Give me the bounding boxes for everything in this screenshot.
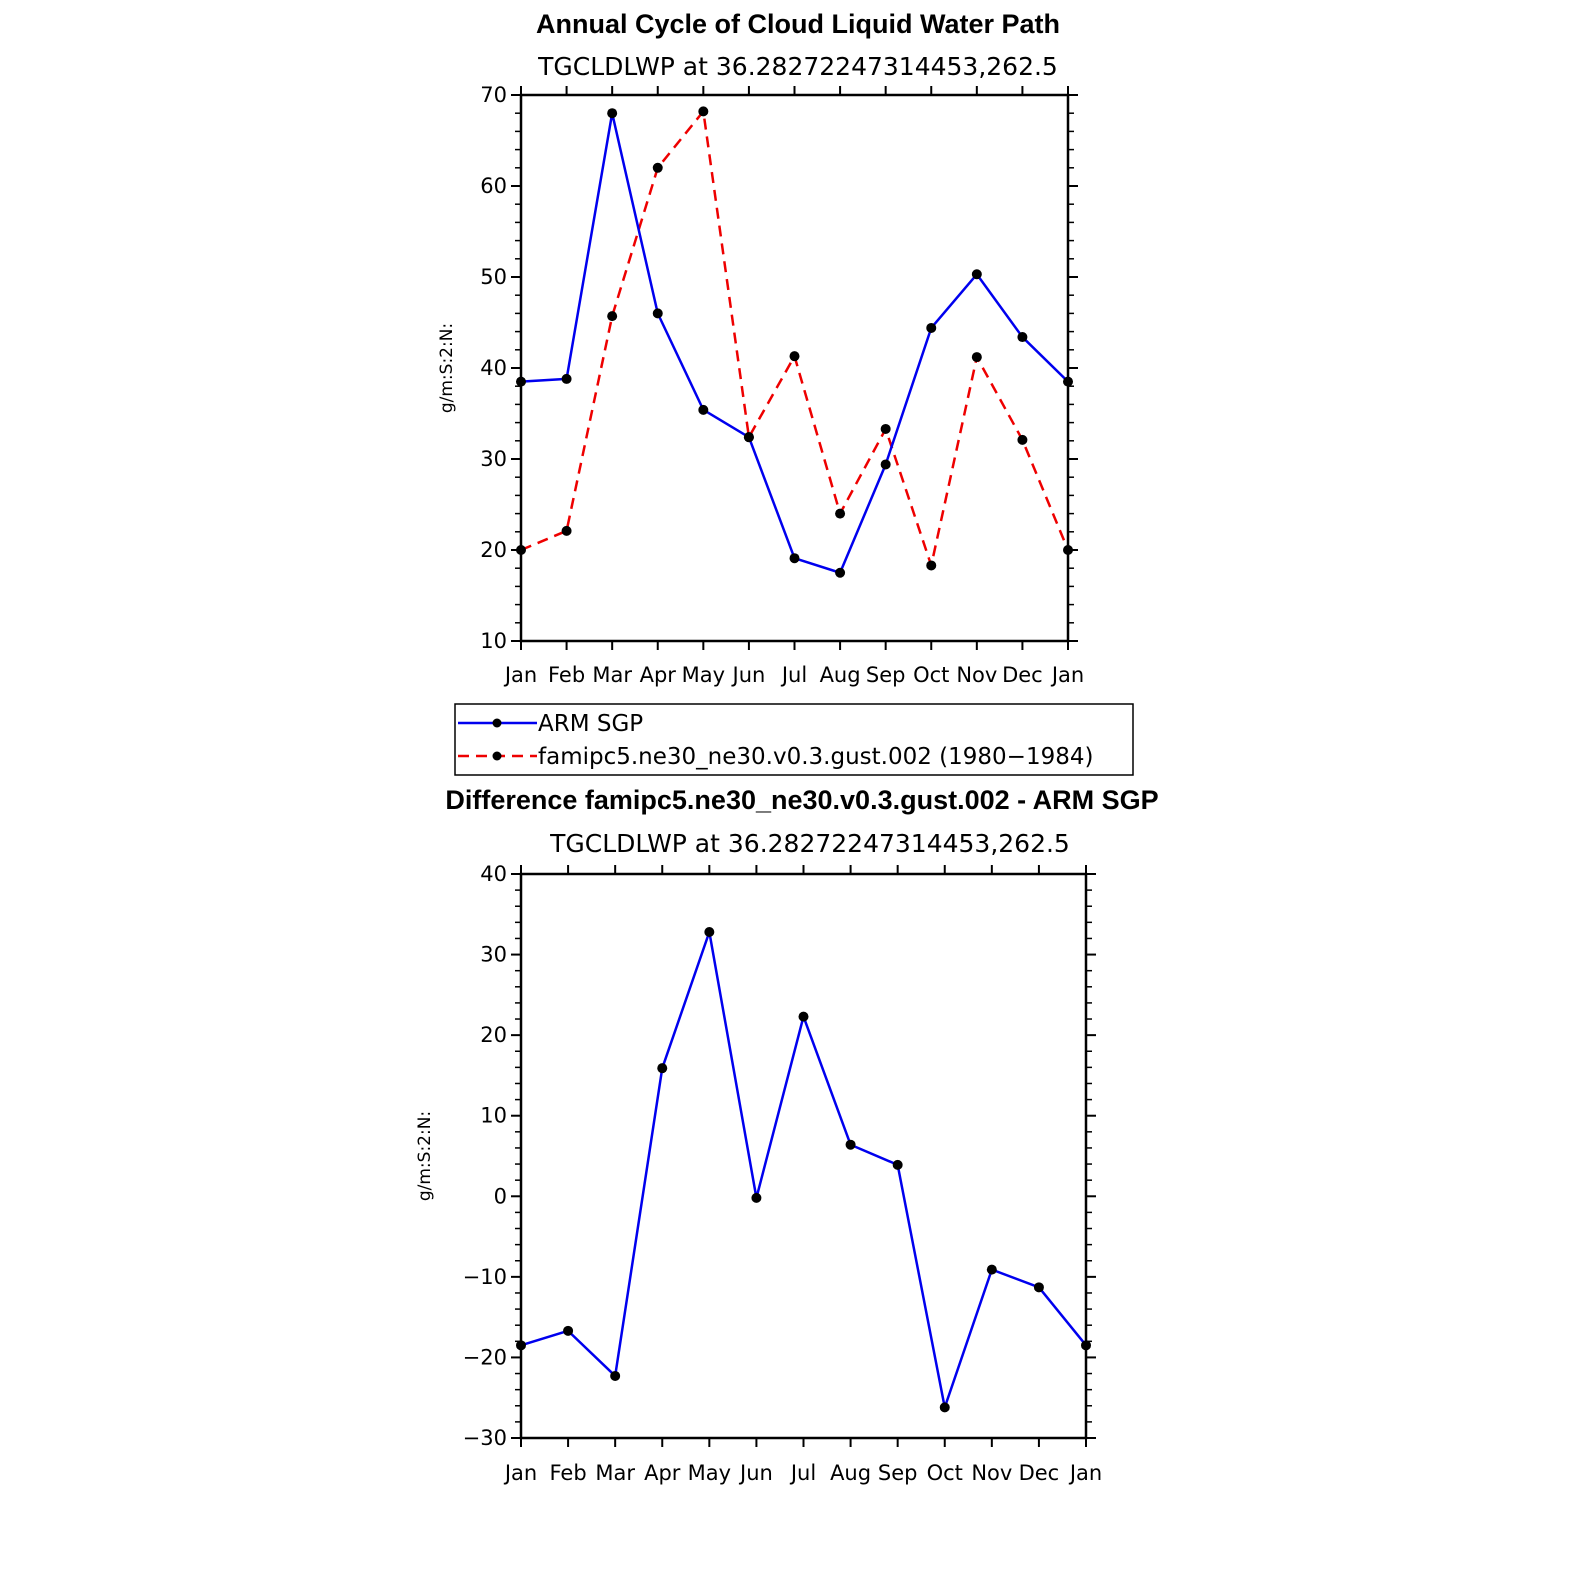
data-point-series-0 — [835, 567, 846, 578]
annual-cycle-y-axis-label: g/m:S:2:N: — [437, 323, 457, 413]
data-point-series-1 — [743, 432, 754, 443]
data-point-series-1 — [789, 351, 800, 362]
x-tick-label: Oct — [927, 1461, 963, 1485]
x-tick-label: Apr — [644, 1461, 681, 1485]
x-tick-label: Jun — [738, 1461, 773, 1485]
data-point-series-1 — [835, 508, 846, 519]
x-tick-label: Feb — [549, 1461, 586, 1485]
y-tick-label: 20 — [480, 538, 507, 562]
data-point-series-1 — [561, 525, 572, 536]
difference-subtitle: TGCLDLWP at 36.28272247314453,262.5 — [549, 829, 1070, 858]
data-point-series-0 — [845, 1139, 856, 1150]
data-point-series-0 — [704, 927, 715, 938]
y-tick-label: 30 — [480, 943, 507, 967]
x-tick-label: Apr — [640, 663, 677, 687]
data-point-series-0 — [516, 376, 526, 387]
data-point-series-0 — [1063, 376, 1073, 387]
x-tick-label: Jan — [1068, 1461, 1102, 1485]
y-tick-label: 40 — [480, 862, 507, 886]
data-point-series-0 — [926, 322, 937, 333]
legend-arm-sgp-marker — [492, 718, 502, 728]
data-point-series-0 — [1033, 1282, 1044, 1293]
y-tick-label: 20 — [480, 1023, 507, 1047]
data-point-series-1 — [926, 560, 937, 571]
data-point-series-0 — [516, 1340, 526, 1351]
data-point-series-0 — [563, 1325, 574, 1336]
x-tick-label: May — [682, 663, 725, 687]
x-tick-label: Jan — [503, 663, 537, 687]
difference-panel: Difference famipc5.ne30_ne30.v0.3.gust.0… — [415, 785, 1159, 1485]
data-point-series-0 — [698, 404, 709, 415]
data-point-series-0 — [1017, 332, 1028, 343]
y-tick-label: −10 — [463, 1265, 507, 1289]
x-tick-label: Dec — [1019, 1461, 1060, 1485]
data-point-series-1 — [607, 311, 618, 322]
x-tick-label: Jan — [1050, 663, 1084, 687]
data-point-series-0 — [607, 108, 618, 119]
difference-title: Difference famipc5.ne30_ne30.v0.3.gust.0… — [445, 785, 1158, 815]
legend-box — [454, 703, 1134, 776]
x-tick-label: Nov — [956, 663, 997, 687]
data-point-series-0 — [880, 459, 891, 470]
y-tick-label: 40 — [480, 356, 507, 380]
x-tick-label: May — [688, 1461, 731, 1485]
data-point-series-0 — [610, 1370, 621, 1381]
x-tick-label: Jan — [503, 1461, 537, 1485]
x-tick-label: Mar — [595, 1461, 635, 1485]
difference-y-axis-label: g/m:S:2:N: — [415, 1111, 435, 1201]
data-point-series-0 — [971, 269, 982, 280]
data-point-series-0 — [561, 373, 572, 384]
series-line-0 — [520, 111, 1069, 574]
x-tick-label: Jun — [731, 663, 766, 687]
legend-model-marker — [492, 751, 502, 761]
y-tick-label: −30 — [463, 1426, 507, 1450]
series-line-1 — [520, 110, 1070, 567]
y-tick-label: −20 — [463, 1345, 507, 1369]
data-point-series-0 — [892, 1159, 903, 1170]
data-point-series-0 — [751, 1192, 762, 1203]
data-point-series-0 — [789, 553, 800, 564]
x-tick-label: Jul — [780, 663, 807, 687]
data-point-series-0 — [657, 1063, 668, 1074]
data-point-series-0 — [1081, 1340, 1091, 1351]
plot-frame — [519, 872, 1088, 1440]
x-tick-label: Mar — [592, 663, 632, 687]
x-tick-label: Oct — [913, 663, 949, 687]
legend: ARM SGP famipc5.ne30_ne30.v0.3.gust.002 … — [454, 703, 1134, 776]
x-tick-label: Sep — [878, 1461, 918, 1485]
y-tick-label: 10 — [480, 1104, 507, 1128]
x-tick-label: Sep — [866, 663, 906, 687]
data-point-series-1 — [652, 162, 663, 173]
y-tick-label: 10 — [480, 629, 507, 653]
series-line-0 — [520, 930, 1087, 1409]
data-point-series-1 — [971, 352, 982, 363]
data-point-series-0 — [939, 1402, 950, 1413]
data-point-series-0 — [986, 1264, 997, 1275]
x-tick-label: Aug — [830, 1461, 871, 1485]
x-tick-label: Aug — [820, 663, 861, 687]
legend-model-label: famipc5.ne30_ne30.v0.3.gust.002 (1980−19… — [538, 744, 1093, 770]
annual-cycle-panel: Annual Cycle of Cloud Liquid Water Path … — [437, 9, 1084, 687]
y-tick-label: 0 — [494, 1184, 507, 1208]
data-point-series-1 — [1017, 434, 1028, 445]
data-point-series-1 — [880, 423, 891, 434]
y-tick-label: 30 — [480, 447, 507, 471]
annual-cycle-subtitle: TGCLDLWP at 36.28272247314453,262.5 — [537, 52, 1058, 81]
data-point-series-1 — [698, 106, 709, 117]
data-point-series-0 — [652, 308, 663, 319]
data-point-series-1 — [516, 545, 526, 555]
y-tick-label: 70 — [480, 83, 507, 107]
x-tick-label: Jul — [789, 1461, 816, 1485]
data-point-series-1 — [1063, 545, 1073, 555]
y-tick-label: 50 — [480, 265, 507, 289]
x-tick-label: Nov — [971, 1461, 1012, 1485]
data-point-series-0 — [798, 1011, 809, 1022]
x-tick-label: Feb — [548, 663, 585, 687]
y-tick-label: 60 — [480, 174, 507, 198]
x-tick-label: Dec — [1002, 663, 1043, 687]
legend-arm-sgp-label: ARM SGP — [538, 711, 643, 737]
annual-cycle-title: Annual Cycle of Cloud Liquid Water Path — [536, 9, 1060, 39]
